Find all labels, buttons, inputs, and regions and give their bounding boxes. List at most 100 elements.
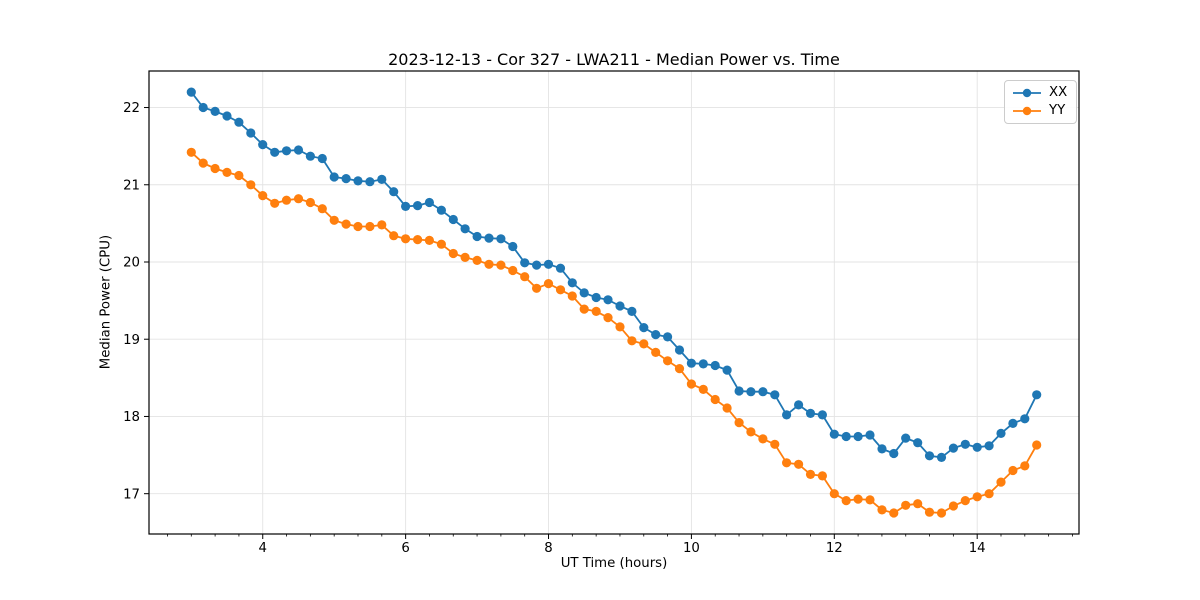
- series-yy-marker: [984, 489, 994, 499]
- series-xx-marker: [424, 197, 434, 208]
- series-xx-marker: [889, 448, 899, 459]
- series-yy-marker: [246, 180, 256, 190]
- series-yy-marker: [686, 379, 697, 389]
- xx-line-marker-swatch: [1013, 88, 1041, 98]
- x-tick-label: 10: [683, 541, 700, 556]
- series-xx-marker: [293, 145, 304, 155]
- series-xx-marker: [913, 438, 923, 448]
- series-xx-marker: [698, 359, 708, 369]
- series-xx-marker: [389, 187, 399, 197]
- series-xx-marker: [877, 444, 887, 454]
- x-tick-label: 6: [401, 541, 409, 556]
- series-xx-marker: [508, 241, 518, 252]
- series-yy-marker: [877, 505, 887, 515]
- series-yy-marker: [889, 508, 899, 518]
- series-xx-marker: [377, 174, 387, 184]
- series-xx-marker: [746, 387, 756, 397]
- series-xx-marker: [794, 400, 804, 410]
- series-yy-marker: [591, 306, 601, 316]
- series-yy-marker: [627, 336, 637, 346]
- legend-item-xx: XX: [1012, 86, 1067, 100]
- series-xx-marker: [758, 387, 768, 397]
- series-yy-marker: [674, 364, 685, 374]
- series-xx-marker: [591, 292, 601, 303]
- series-yy-marker: [460, 252, 470, 262]
- series-yy-marker: [472, 255, 482, 265]
- legend-item-yy: YY: [1012, 104, 1067, 118]
- series-yy-marker: [186, 147, 196, 157]
- plot-frame: [148, 70, 1080, 535]
- series-xx-marker: [996, 428, 1006, 438]
- series-yy-marker: [710, 394, 720, 405]
- series-yy-marker: [948, 501, 959, 511]
- series-xx-marker: [258, 140, 268, 150]
- series-xx-marker: [901, 433, 911, 443]
- series-yy-marker: [782, 458, 792, 468]
- series-xx: [186, 87, 1042, 462]
- series-xx-line: [190, 91, 1038, 459]
- series-xx-marker: [722, 365, 732, 375]
- series-yy-marker: [865, 495, 875, 505]
- series-xx-marker: [627, 306, 637, 316]
- y-tick-label: 21: [123, 178, 140, 193]
- series-yy-marker: [329, 215, 339, 225]
- series-yy-marker: [996, 477, 1006, 487]
- series-xx-marker: [329, 172, 339, 182]
- y-tick-label: 22: [123, 101, 140, 116]
- y-axis: 17 18 19 20 21 22: [123, 101, 149, 502]
- series-xx-marker: [353, 176, 363, 186]
- series-yy-marker: [520, 272, 530, 282]
- series-xx-marker: [281, 146, 292, 156]
- series-xx-marker: [520, 258, 530, 268]
- series-yy-line: [190, 151, 1038, 514]
- series-xx-marker: [948, 443, 959, 453]
- series-xx-marker: [496, 234, 506, 244]
- series-xx-marker: [543, 259, 554, 269]
- series-xx-marker: [1020, 414, 1030, 424]
- series-yy: [186, 147, 1042, 518]
- series-yy-marker: [913, 499, 923, 509]
- series-yy-marker: [698, 384, 708, 394]
- series-yy-marker: [794, 459, 804, 469]
- series-yy-marker: [270, 198, 280, 208]
- series-yy-marker: [401, 234, 411, 244]
- series-xx-marker: [984, 441, 994, 451]
- series-xx-marker: [960, 439, 970, 449]
- series-yy-marker: [853, 494, 863, 504]
- series-xx-marker: [734, 386, 744, 396]
- yy-line-marker-swatch: [1013, 106, 1041, 116]
- series-xx-marker: [841, 431, 851, 442]
- series-yy-marker: [817, 471, 828, 481]
- series-xx-marker: [341, 174, 351, 184]
- series-yy-marker: [651, 347, 661, 357]
- series-xx-marker: [532, 260, 542, 270]
- legend-label-yy: YY: [1049, 103, 1066, 118]
- x-tick-label: 12: [826, 541, 843, 556]
- series-yy-marker: [960, 496, 970, 506]
- series-xx-marker: [246, 128, 256, 138]
- series-yy-marker: [532, 283, 542, 293]
- series-xx-marker: [817, 410, 828, 420]
- series-xx-marker: [770, 390, 780, 400]
- series-yy-marker: [281, 195, 292, 205]
- series-xx-marker: [186, 87, 196, 97]
- series-yy-marker: [639, 339, 649, 349]
- series-xx-marker: [555, 263, 566, 273]
- series-xx-marker: [222, 111, 232, 121]
- series-xx-marker: [460, 224, 470, 234]
- series-yy-marker: [543, 279, 554, 289]
- series-yy-marker: [436, 239, 446, 249]
- series-xx-marker: [413, 201, 423, 211]
- series-xx-marker: [472, 231, 482, 242]
- legend-label-xx: XX: [1049, 85, 1068, 100]
- series-yy-marker: [615, 322, 625, 332]
- series-xx-marker: [436, 205, 446, 215]
- y-tick-label: 17: [123, 487, 140, 502]
- x-tick-label: 4: [259, 541, 267, 556]
- series-xx-marker: [1032, 390, 1042, 400]
- chart-title: 2023-12-13 - Cor 327 - LWA211 - Median P…: [388, 50, 840, 69]
- series-yy-marker: [936, 508, 947, 518]
- series-yy-marker: [722, 403, 732, 413]
- series-yy-marker: [365, 221, 375, 232]
